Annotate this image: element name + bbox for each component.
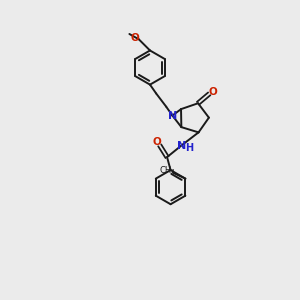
Text: O: O xyxy=(209,87,218,98)
Text: N: N xyxy=(168,110,177,121)
Text: N: N xyxy=(177,141,186,151)
Text: O: O xyxy=(152,137,161,147)
Text: O: O xyxy=(130,33,140,43)
Text: H: H xyxy=(185,143,193,153)
Text: CH₃: CH₃ xyxy=(159,167,175,176)
